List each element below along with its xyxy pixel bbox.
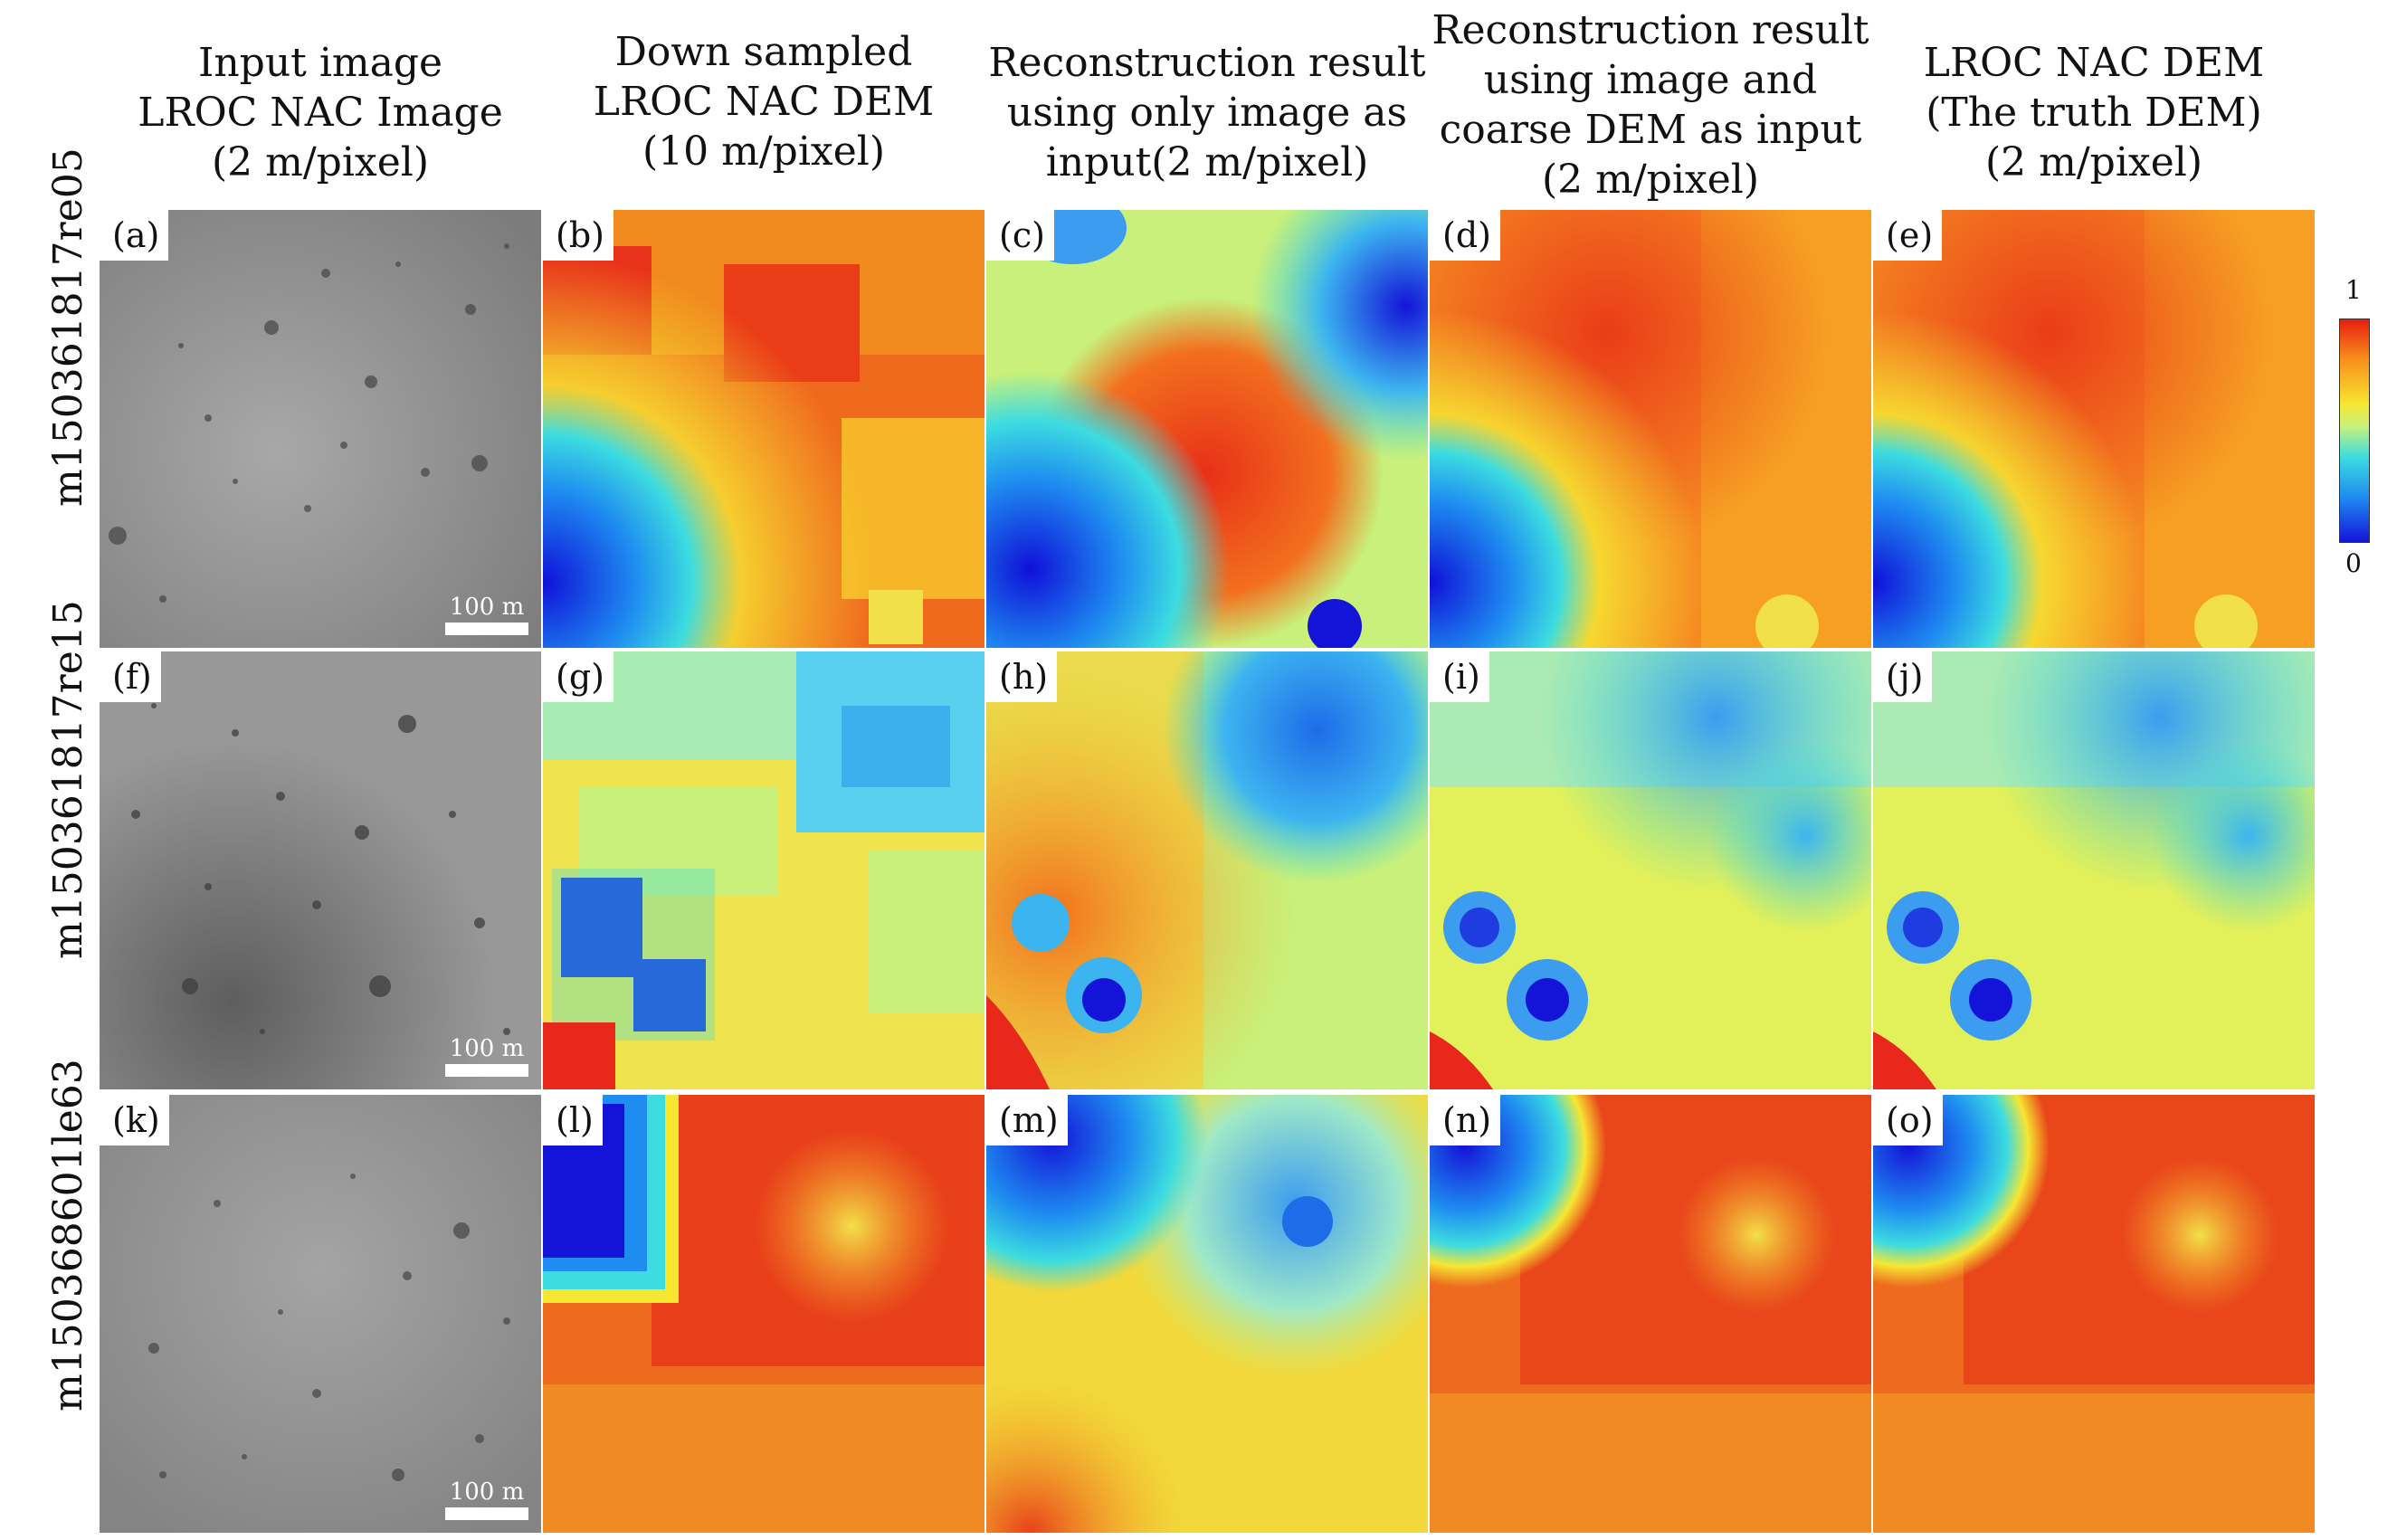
panel-tag: (k) [100,1095,169,1145]
row-label-2: m150361817re15 [45,600,91,959]
header-line: (10 m/pixel) [642,128,886,175]
header-line: (2 m/pixel) [211,139,430,185]
header-line: coarse DEM as input [1439,107,1862,153]
row-label-1: m150361817re05 [45,147,91,507]
header-line: (2 m/pixel) [1541,157,1760,203]
panel-n-image-and-coarse-dem: (n) [1430,1095,1871,1533]
panel-tag: (i) [1430,651,1489,702]
scale-bar: 100 m [445,594,528,635]
header-line: Reconstruction result [988,40,1426,86]
scale-bar-line [445,1064,528,1077]
row-label-3: m150368601le63 [45,1059,91,1412]
header-line: Reconstruction result [1432,7,1869,53]
scale-bar: 100 m [445,1478,528,1520]
panel-h-image-only: (h) [986,651,1428,1089]
colorbar [2339,318,2370,543]
colorbar-max-label: 1 [2345,275,2362,305]
panel-tag: (b) [543,210,614,261]
panel-tag: (o) [1873,1095,1943,1145]
header-line: LROC NAC Image [138,90,503,136]
scale-bar-label: 100 m [449,1478,525,1506]
panel-tag: (n) [1430,1095,1501,1145]
panel-m-image-only: (m) [986,1095,1428,1533]
panel-f-input-image: (f) 100 m [100,651,541,1089]
scale-bar-label: 100 m [449,594,525,621]
scale-bar-line [445,1507,528,1520]
column-header-image-only: Reconstruction result using only image a… [986,38,1428,187]
header-line: Input image [197,40,443,86]
panel-i-image-and-coarse-dem: (i) [1430,651,1871,1089]
panel-k-input-image: (k) 100 m [100,1095,541,1533]
panel-d-image-and-coarse-dem: (d) [1430,210,1871,648]
panel-j-truth-dem: (j) [1873,651,2315,1089]
panel-tag: (e) [1873,210,1943,261]
panel-tag: (l) [543,1095,603,1145]
header-line: using image and [1483,57,1818,103]
panel-b-downsampled-dem: (b) [543,210,984,648]
header-line: LROC NAC DEM [1923,40,2265,86]
header-line: input(2 m/pixel) [1045,139,1369,185]
panel-tag: (c) [986,210,1054,261]
header-line: Down sampled [614,29,913,75]
column-header-image-and-coarse-dem: Reconstruction result using image and co… [1430,5,1871,204]
header-line: (The truth DEM) [1926,90,2262,136]
panel-c-image-only: (c) [986,210,1428,648]
header-line: using only image as [1006,90,1408,136]
scale-bar-line [445,623,528,635]
column-header-downsampled-dem: Down sampled LROC NAC DEM (10 m/pixel) [543,27,984,176]
panel-tag: (m) [986,1095,1068,1145]
panel-a-input-image: (a) 100 m [100,210,541,648]
column-header-truth-dem: LROC NAC DEM (The truth DEM) (2 m/pixel) [1873,38,2315,187]
panel-e-truth-dem: (e) [1873,210,2315,648]
header-line: (2 m/pixel) [1984,139,2203,185]
panel-tag: (f) [100,651,161,702]
panel-tag: (d) [1430,210,1500,261]
header-line: LROC NAC DEM [593,79,935,125]
colorbar-min-label: 0 [2345,548,2362,578]
panel-o-truth-dem: (o) [1873,1095,2315,1533]
column-header-input-image: Input image LROC NAC Image (2 m/pixel) [100,38,541,187]
panel-tag: (j) [1873,651,1933,702]
panel-tag: (g) [543,651,614,702]
panel-tag: (a) [100,210,169,261]
panel-l-downsampled-dem: (l) [543,1095,984,1533]
panel-g-downsampled-dem: (g) [543,651,984,1089]
panel-tag: (h) [986,651,1058,702]
scale-bar: 100 m [445,1035,528,1077]
scale-bar-label: 100 m [449,1035,525,1062]
